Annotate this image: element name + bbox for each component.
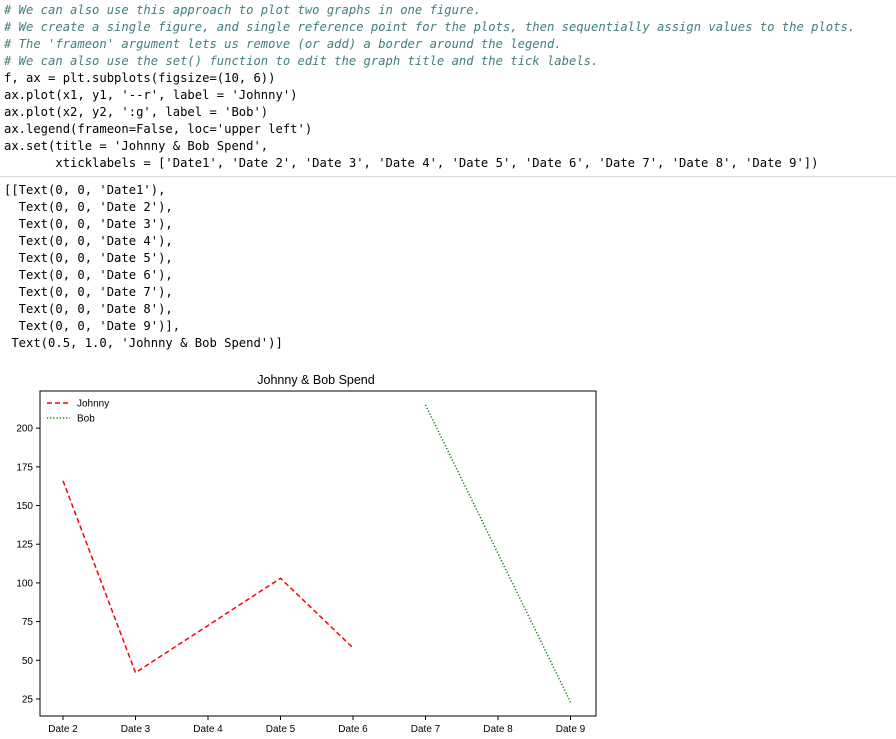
code-line: ax.plot(x2, y2, ':g', label = 'Bob') [4,105,269,119]
series-line-bob [424,404,572,703]
code-comment-line: # We can also use the set() function to … [4,54,599,68]
output-line: Text(0, 0, 'Date 9')], [4,319,181,333]
code-comment-line: # We create a single figure, and single … [4,20,856,34]
x-tick-label: Date 7 [411,724,441,735]
cell-divider [0,176,896,177]
x-tick-label: Date 2 [48,724,78,735]
y-tick-label: 75 [22,617,34,628]
line-chart: Johnny & Bob Spend 25 50 75 100 125 150 175 200… [16,373,597,735]
y-tick-label: 150 [16,501,33,512]
legend: Johnny Bob [47,399,109,425]
code-line: ax.plot(x1, y1, '--r', label = 'Johnny') [4,88,298,102]
series-line-johnny [62,480,354,674]
x-axis: Date 2 Date 3 Date 4 Date 5 Date 6 Date 7 Date… [48,716,586,735]
legend-label-bob: Bob [77,414,95,425]
output-line: Text(0, 0, 'Date 2'), [4,200,173,214]
output-line: [[Text(0, 0, 'Date1'), [4,183,166,197]
code-comment-line: # We can also use this approach to plot … [4,3,481,17]
x-tick-label: Date 8 [483,724,513,735]
output-line: Text(0, 0, 'Date 7'), [4,285,173,299]
x-tick-label: Date 3 [121,724,151,735]
output-line: Text(0, 0, 'Date 5'), [4,251,173,265]
output-line: Text(0, 0, 'Date 3'), [4,217,173,231]
x-tick-label: Date 4 [193,724,223,735]
chart-title: Johnny & Bob Spend [257,373,374,387]
series-layer [62,404,572,703]
code-line: xticklabels = ['Date1', 'Date 2', 'Date … [4,156,819,170]
y-tick-label: 175 [16,462,33,473]
legend-label-johnny: Johnny [77,399,109,410]
output-line: Text(0, 0, 'Date 4'), [4,234,173,248]
code-line: f, ax = plt.subplots(figsize=(10, 6)) [4,71,276,85]
output-line: Text(0, 0, 'Date 6'), [4,268,173,282]
code-cell[interactable]: # We can also use this approach to plot … [0,0,896,175]
y-tick-label: 100 [16,578,33,589]
output-line: Text(0.5, 1.0, 'Johnny & Bob Spend')] [4,336,283,350]
code-line: ax.set(title = 'Johnny & Bob Spend', [4,139,269,153]
code-line: ax.legend(frameon=False, loc='upper left… [4,122,313,136]
x-tick-label: Date 6 [338,724,368,735]
y-tick-label: 200 [16,424,33,435]
y-tick-label: 125 [16,540,33,551]
output-area: [[Text(0, 0, 'Date1'), Text(0, 0, 'Date … [0,178,896,735]
x-tick-label: Date 5 [266,724,296,735]
y-axis: 25 50 75 100 125 150 175 200 [16,424,40,705]
figure: Johnny & Bob Spend 25 50 75 100 125 150 175 200… [0,360,896,735]
x-tick-label: Date 9 [556,724,586,735]
output-line: Text(0, 0, 'Date 8'), [4,302,173,316]
y-tick-label: 25 [22,694,34,705]
code-comment-line: # The 'frameon' argument lets us remove … [4,37,562,51]
plot-frame [39,390,597,717]
y-tick-label: 50 [22,656,34,667]
